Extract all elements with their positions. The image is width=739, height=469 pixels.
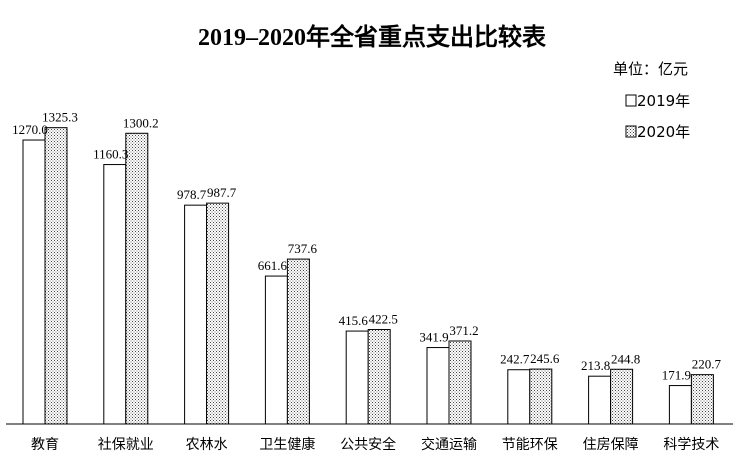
bar-2020-0 [44, 127, 68, 425]
category-label-7: 住房保障 [583, 437, 639, 453]
bar-2019-7 [588, 375, 612, 425]
bar-2019-2 [184, 204, 208, 425]
bar-2019-3 [264, 275, 288, 425]
category-label-1: 社保就业 [98, 437, 154, 453]
bar-2020-1 [125, 132, 149, 425]
bar-2020-5 [448, 340, 472, 425]
bar-2020-4 [367, 329, 391, 425]
bar-2020-7 [610, 368, 634, 425]
value-label-2020-7: 244.8 [611, 351, 640, 366]
bar-2020-3 [286, 258, 310, 425]
unit-label: 单位：亿元 [613, 60, 688, 78]
bar-2019-4 [345, 330, 369, 425]
value-label-2020-8: 220.7 [692, 357, 722, 372]
category-label-6: 节能环保 [502, 437, 558, 453]
bar-2019-0 [22, 139, 46, 425]
value-label-2019-6: 242.7 [500, 352, 530, 367]
bar-2020-6 [529, 368, 553, 425]
category-labels: 教育 社保就业 农林水 卫生健康 公共安全 交通运输 节能环保 住房保障 科学技术 [31, 436, 719, 453]
value-label-2020-3: 737.6 [288, 241, 318, 256]
legend-swatch-2019 [625, 94, 637, 107]
category-label-0: 教育 [31, 437, 59, 453]
bar-2020-2 [206, 202, 230, 425]
value-label-2020-1: 1300.2 [123, 115, 159, 130]
value-label-2020-0: 1325.3 [42, 110, 78, 125]
value-label-2019-7: 213.8 [581, 358, 610, 373]
value-label-2019-8: 171.9 [662, 368, 691, 383]
value-label-2019-3: 661.6 [258, 258, 288, 273]
legend-label-2019: 2019年 [637, 92, 690, 110]
value-label-2019-0: 1270.0 [12, 122, 48, 137]
legend-label-2020: 2020年 [637, 123, 690, 141]
value-label-2020-6: 245.6 [530, 351, 560, 366]
category-label-2: 农林水 [186, 437, 228, 453]
value-label-2019-1: 1160.3 [93, 147, 128, 162]
value-label-2020-2: 987.7 [207, 185, 237, 200]
value-label-2020-4: 422.5 [369, 312, 398, 327]
value-label-2019-4: 415.6 [339, 313, 369, 328]
category-label-3: 卫生健康 [259, 436, 315, 453]
value-label-2020-5: 371.2 [449, 323, 478, 338]
category-label-5: 交通运输 [421, 436, 477, 453]
bars [22, 127, 714, 425]
legend-swatch-2020 [625, 125, 637, 138]
value-label-2019-2: 978.7 [177, 187, 207, 202]
bar-2019-1 [103, 164, 127, 425]
value-label-2019-5: 341.9 [419, 330, 448, 345]
bar-2019-8 [668, 385, 692, 425]
chart-title: 2019–2020年全省重点支出比较表 [198, 23, 547, 51]
bar-2019-5 [426, 347, 450, 425]
legend: 2019年 2020年 [625, 92, 690, 141]
category-label-4: 公共安全 [340, 436, 396, 453]
bar-2019-6 [507, 369, 531, 425]
category-label-8: 科学技术 [663, 437, 719, 453]
bar-2020-8 [690, 374, 714, 425]
